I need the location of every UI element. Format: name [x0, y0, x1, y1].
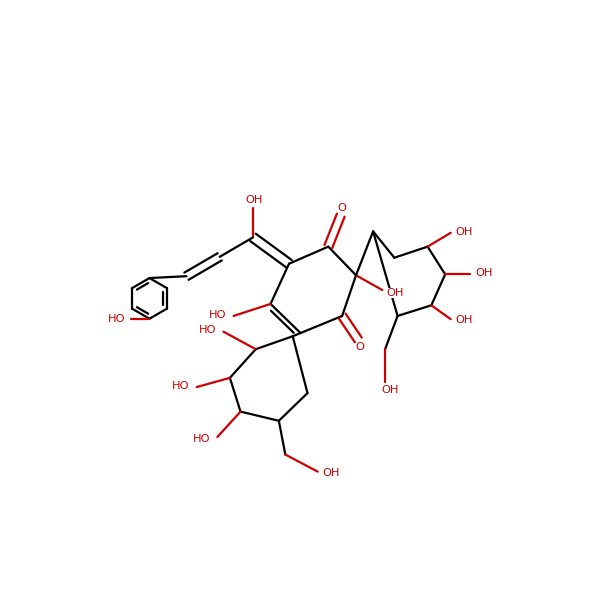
Text: HO: HO [199, 325, 216, 335]
Text: HO: HO [209, 310, 226, 320]
Text: OH: OH [245, 195, 263, 205]
Text: HO: HO [172, 381, 189, 391]
Text: OH: OH [456, 227, 473, 237]
Text: OH: OH [323, 467, 340, 478]
Text: OH: OH [381, 385, 398, 395]
Text: OH: OH [456, 315, 473, 325]
Text: O: O [338, 203, 347, 213]
Text: OH: OH [386, 288, 404, 298]
Text: OH: OH [475, 268, 493, 278]
Text: HO: HO [193, 434, 210, 444]
Text: HO: HO [107, 314, 125, 324]
Text: O: O [356, 342, 365, 352]
